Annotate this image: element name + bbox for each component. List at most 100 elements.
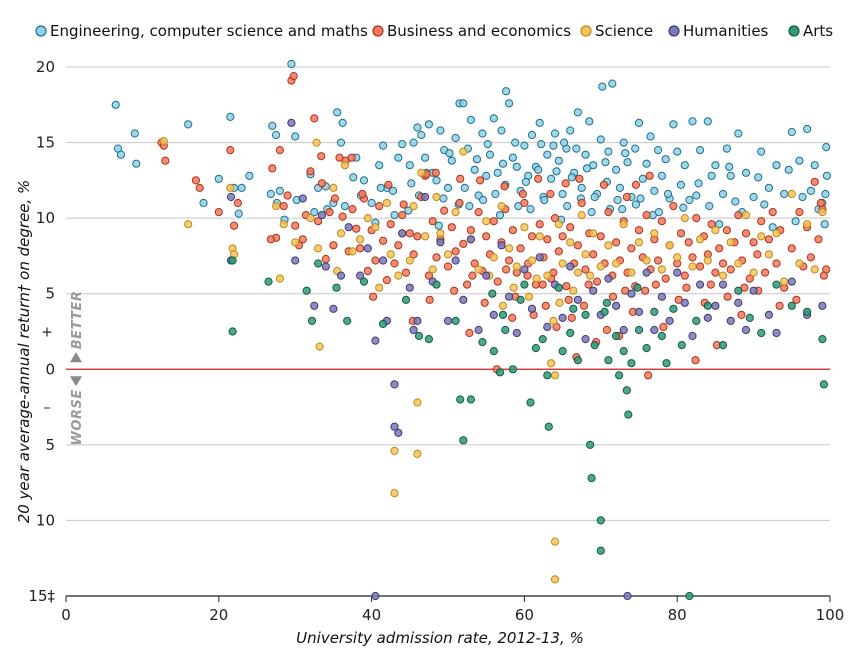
data-point bbox=[608, 79, 617, 88]
data-point bbox=[816, 198, 825, 208]
data-point bbox=[417, 168, 426, 177]
data-point bbox=[612, 331, 621, 341]
data-point bbox=[546, 189, 555, 199]
data-point bbox=[688, 117, 697, 126]
data-point bbox=[531, 344, 541, 353]
data-point bbox=[631, 180, 641, 189]
data-point bbox=[792, 295, 801, 304]
data-point bbox=[544, 422, 553, 431]
data-point bbox=[501, 325, 510, 335]
data-point bbox=[191, 176, 200, 185]
data-point bbox=[111, 100, 120, 109]
data-point bbox=[508, 226, 518, 235]
data-point bbox=[764, 235, 774, 244]
data-point bbox=[663, 189, 673, 199]
data-point bbox=[431, 168, 440, 177]
data-point bbox=[810, 161, 819, 170]
data-point bbox=[298, 194, 307, 203]
data-point bbox=[596, 262, 605, 271]
data-point bbox=[443, 250, 453, 259]
data-point bbox=[654, 256, 663, 265]
data-point bbox=[421, 232, 430, 241]
data-point bbox=[651, 280, 660, 289]
data-point bbox=[821, 189, 830, 199]
data-point bbox=[596, 516, 605, 525]
data-point bbox=[718, 280, 728, 289]
data-point bbox=[543, 271, 552, 280]
data-point bbox=[646, 132, 655, 141]
data-point bbox=[394, 271, 403, 280]
data-point bbox=[602, 325, 612, 335]
legend-marker bbox=[788, 25, 800, 37]
data-point bbox=[291, 132, 300, 141]
data-point bbox=[757, 147, 766, 156]
data-point bbox=[340, 161, 349, 170]
data-point bbox=[596, 135, 605, 144]
data-point bbox=[538, 335, 547, 344]
data-point bbox=[711, 268, 720, 277]
data-point bbox=[489, 310, 498, 319]
data-point bbox=[772, 328, 781, 338]
data-point bbox=[569, 286, 578, 295]
data-point bbox=[650, 325, 659, 335]
data-point bbox=[443, 316, 453, 325]
legend: Engineering, computer science and maths B… bbox=[35, 22, 833, 40]
data-point bbox=[575, 174, 584, 183]
data-point bbox=[493, 277, 502, 286]
data-point bbox=[577, 211, 586, 220]
data-point bbox=[566, 262, 575, 271]
data-point bbox=[772, 259, 781, 268]
data-point bbox=[768, 223, 777, 232]
data-point bbox=[791, 217, 800, 226]
data-point bbox=[590, 192, 599, 202]
data-point bbox=[382, 276, 391, 285]
data-point bbox=[572, 144, 581, 153]
x-tick-label: 100 bbox=[816, 606, 845, 624]
data-point bbox=[394, 153, 403, 162]
data-point bbox=[612, 259, 621, 268]
data-point bbox=[703, 301, 712, 310]
data-point bbox=[459, 295, 468, 304]
data-point bbox=[465, 202, 474, 211]
data-point bbox=[348, 205, 357, 214]
data-point bbox=[330, 194, 339, 203]
data-point bbox=[772, 161, 781, 170]
data-point bbox=[516, 244, 525, 253]
data-point bbox=[577, 198, 586, 208]
data-point bbox=[803, 307, 812, 316]
data-point bbox=[390, 380, 399, 389]
minus-sign-label: – bbox=[44, 400, 51, 416]
data-point bbox=[638, 174, 647, 183]
data-point bbox=[495, 368, 505, 377]
data-point bbox=[734, 259, 743, 268]
data-point bbox=[482, 171, 491, 180]
data-point bbox=[586, 440, 595, 449]
data-point bbox=[676, 180, 686, 189]
data-point bbox=[116, 150, 126, 159]
y-tick-label: 10 bbox=[36, 209, 55, 227]
data-point bbox=[413, 232, 422, 241]
legend-marker bbox=[668, 25, 680, 37]
data-point bbox=[307, 316, 317, 325]
data-point bbox=[482, 217, 491, 226]
data-point bbox=[445, 149, 454, 158]
data-point bbox=[569, 304, 578, 313]
data-point bbox=[386, 220, 395, 229]
data-point bbox=[369, 292, 378, 301]
data-points bbox=[111, 59, 832, 601]
data-point bbox=[379, 256, 388, 265]
x-tick-label: 40 bbox=[362, 606, 381, 624]
data-point bbox=[474, 265, 483, 274]
data-point bbox=[682, 283, 691, 292]
data-point bbox=[547, 359, 556, 368]
data-point bbox=[764, 310, 774, 319]
data-point bbox=[348, 247, 357, 256]
data-point bbox=[707, 220, 716, 229]
legend-label: Engineering, computer science and maths bbox=[50, 22, 368, 40]
data-point bbox=[558, 313, 567, 322]
data-point bbox=[161, 156, 170, 165]
data-point bbox=[563, 202, 572, 211]
legend-marker bbox=[372, 25, 384, 37]
data-point bbox=[627, 289, 636, 298]
data-point bbox=[291, 221, 300, 230]
